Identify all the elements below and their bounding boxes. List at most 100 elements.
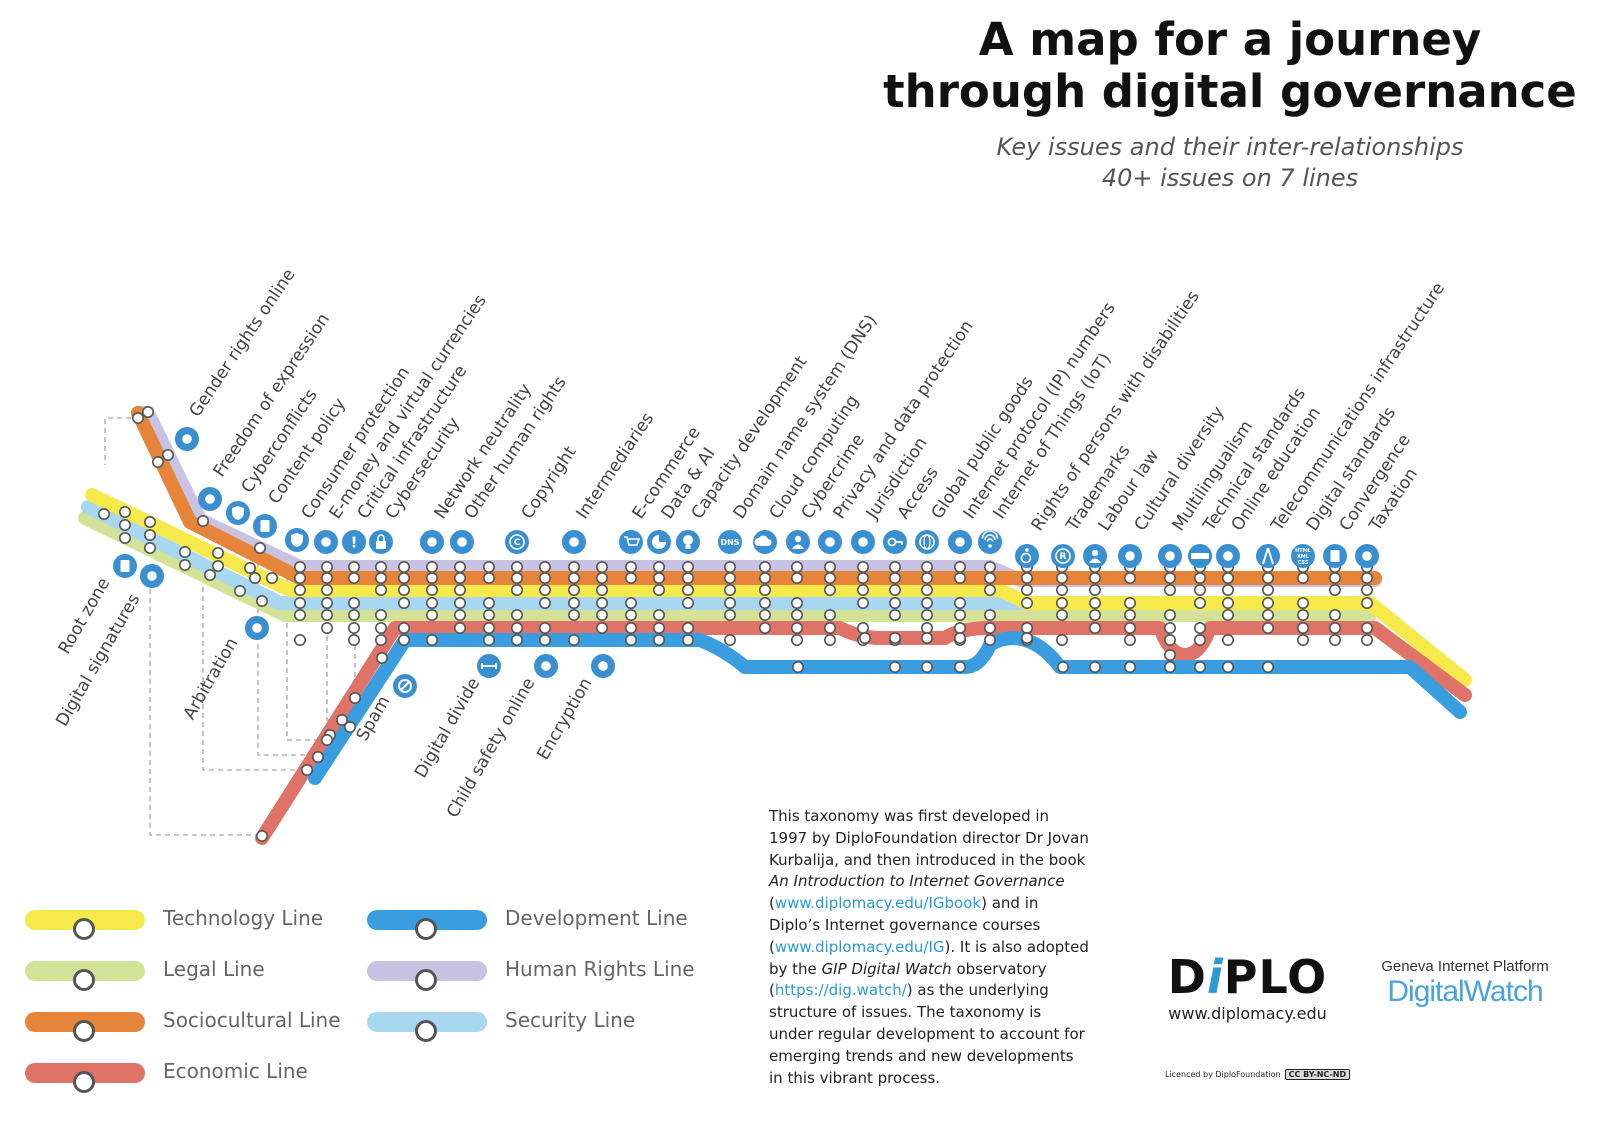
station-node[interactable] [320, 571, 333, 584]
station-node[interactable] [1194, 621, 1207, 634]
station-node[interactable] [397, 596, 410, 609]
station-node[interactable] [920, 583, 933, 596]
station-node[interactable] [1124, 621, 1137, 634]
station-node[interactable] [347, 608, 360, 621]
station-node[interactable] [681, 583, 694, 596]
station-node[interactable] [300, 763, 313, 776]
station-node[interactable] [1361, 583, 1374, 596]
station-node[interactable] [624, 560, 637, 573]
station-node[interactable] [1164, 608, 1177, 621]
station-node[interactable] [538, 571, 551, 584]
station-node[interactable] [1222, 633, 1235, 646]
station-node[interactable] [1020, 621, 1033, 634]
station-node[interactable] [823, 633, 836, 646]
station-node[interactable] [1020, 596, 1033, 609]
station-node[interactable] [1222, 571, 1235, 584]
station-node[interactable] [1056, 608, 1069, 621]
station-node[interactable] [1262, 608, 1275, 621]
station-node[interactable] [293, 633, 306, 646]
station-node[interactable] [1222, 596, 1235, 609]
station-node[interactable] [681, 621, 694, 634]
station-node[interactable] [856, 560, 869, 573]
station-node[interactable] [347, 596, 360, 609]
station-node[interactable] [482, 608, 495, 621]
station-node[interactable] [293, 560, 306, 573]
station-node[interactable] [510, 621, 523, 634]
station-node[interactable] [1222, 583, 1235, 596]
station-node[interactable] [119, 505, 132, 518]
station-node[interactable] [1056, 633, 1069, 646]
station-node[interactable] [212, 546, 225, 559]
station-node[interactable] [681, 560, 694, 573]
station-node[interactable] [1164, 648, 1177, 661]
station-node[interactable] [791, 660, 804, 673]
station-node[interactable] [1297, 596, 1310, 609]
station-node[interactable] [858, 631, 871, 644]
station-node[interactable] [823, 608, 836, 621]
station-node[interactable] [293, 596, 306, 609]
station-node[interactable] [723, 571, 736, 584]
station-node[interactable] [244, 561, 257, 574]
station-node[interactable] [953, 621, 966, 634]
station-node[interactable] [482, 571, 495, 584]
station-node[interactable] [920, 621, 933, 634]
station-node[interactable] [1329, 633, 1342, 646]
station-node[interactable] [374, 633, 387, 646]
station-node[interactable] [425, 583, 438, 596]
station-node[interactable] [953, 608, 966, 621]
station-node[interactable] [374, 621, 387, 634]
station-node[interactable] [1194, 583, 1207, 596]
station-node[interactable] [758, 560, 771, 573]
station-node[interactable] [1361, 596, 1374, 609]
station-node[interactable] [1089, 608, 1102, 621]
station-node[interactable] [595, 583, 608, 596]
station-node[interactable] [1164, 633, 1177, 646]
station-node[interactable] [510, 571, 523, 584]
station-node[interactable] [595, 560, 608, 573]
station-node[interactable] [510, 560, 523, 573]
station-node[interactable] [98, 507, 111, 520]
station-node[interactable] [983, 608, 996, 621]
station-node[interactable] [758, 571, 771, 584]
station-node[interactable] [823, 583, 836, 596]
station-node[interactable] [723, 560, 736, 573]
station-node[interactable] [142, 405, 155, 418]
station-node[interactable] [1056, 583, 1069, 596]
station-node[interactable] [567, 608, 580, 621]
station-node[interactable] [1329, 571, 1342, 584]
station-node[interactable] [374, 560, 387, 573]
station-node[interactable] [920, 596, 933, 609]
station-node[interactable] [856, 571, 869, 584]
station-node[interactable] [723, 583, 736, 596]
station-node[interactable] [255, 594, 268, 607]
station-node[interactable] [823, 621, 836, 634]
station-node[interactable] [624, 621, 637, 634]
station-node[interactable] [320, 621, 333, 634]
station-node[interactable] [567, 571, 580, 584]
station-node[interactable] [1056, 571, 1069, 584]
station-node[interactable] [624, 571, 637, 584]
station-node[interactable] [397, 621, 410, 634]
station-node[interactable] [510, 633, 523, 646]
station-node[interactable] [1124, 608, 1137, 621]
station-node[interactable] [888, 631, 901, 644]
station-node[interactable] [347, 560, 360, 573]
station-node[interactable] [595, 571, 608, 584]
station-node[interactable] [790, 621, 803, 634]
station-node[interactable] [595, 621, 608, 634]
station-node[interactable] [1329, 583, 1342, 596]
station-node[interactable] [1124, 660, 1137, 673]
station-node[interactable] [1020, 631, 1033, 644]
station-node[interactable] [1089, 621, 1102, 634]
station-node[interactable] [790, 596, 803, 609]
station-node[interactable] [397, 571, 410, 584]
station-node[interactable] [1194, 633, 1207, 646]
station-node[interactable] [624, 608, 637, 621]
station-node[interactable] [856, 621, 869, 634]
station-node[interactable] [1164, 571, 1177, 584]
station-node[interactable] [1262, 583, 1275, 596]
station-node[interactable] [538, 560, 551, 573]
station-node[interactable] [595, 596, 608, 609]
station-node[interactable] [920, 608, 933, 621]
station-node[interactable] [953, 560, 966, 573]
